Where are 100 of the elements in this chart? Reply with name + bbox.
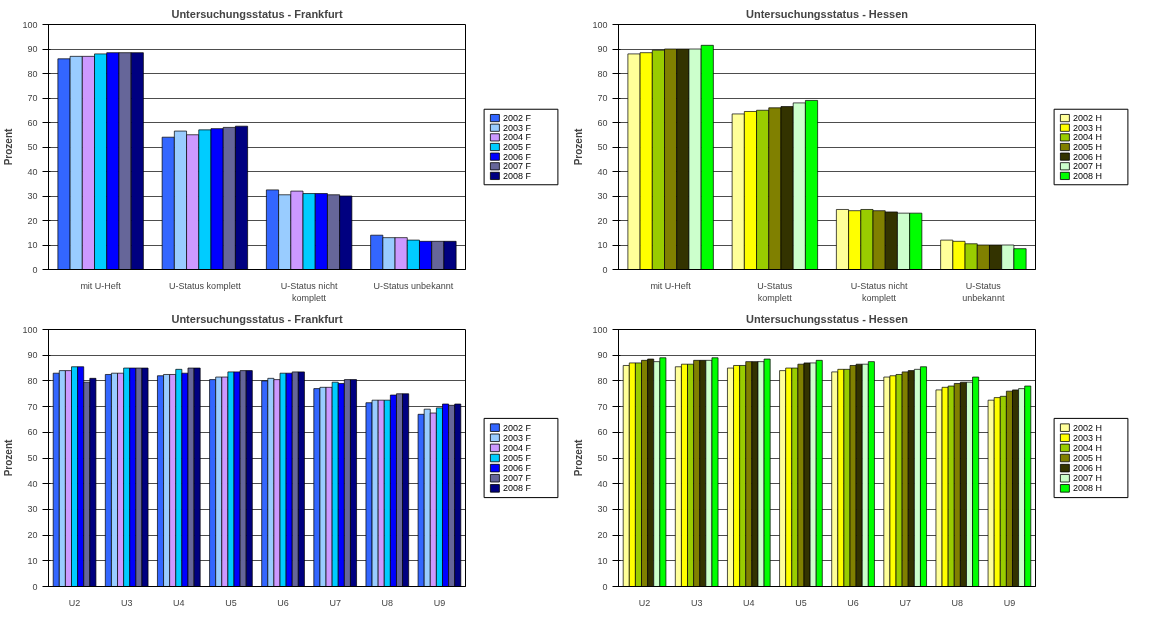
- legend-label: 2006 F: [503, 463, 532, 474]
- y-axis-title: Prozent: [573, 128, 585, 166]
- x-tick-label: U6: [847, 597, 859, 608]
- legend-label: 2004 H: [1073, 442, 1103, 453]
- y-tick-label: 20: [27, 530, 38, 541]
- legend-label: 2008 H: [1073, 170, 1103, 181]
- legend-label: 2005 F: [503, 142, 532, 152]
- y-tick-label: 0: [602, 581, 608, 592]
- y-axis-title: Prozent: [3, 128, 15, 166]
- y-tick-label: 30: [597, 191, 608, 201]
- legend-label: 2006 H: [1073, 151, 1103, 162]
- legend-label: 2004 F: [503, 132, 532, 143]
- legend-label: 2005 F: [503, 453, 532, 463]
- y-tick-label: 10: [27, 240, 38, 250]
- y-tick-label: 90: [27, 350, 38, 361]
- y-tick-label: 60: [27, 427, 38, 438]
- y-tick-label: 100: [22, 19, 38, 30]
- legend-label: 2003 F: [503, 122, 532, 133]
- y-tick-label: 30: [27, 504, 38, 515]
- y-axis-title: Prozent: [573, 439, 585, 477]
- x-tick-label: U4: [743, 597, 755, 608]
- legend-label: 2003 H: [1073, 122, 1103, 133]
- x-tick-label: U4: [173, 597, 185, 608]
- legend-label: 2006 F: [503, 151, 532, 162]
- y-tick-label: 10: [597, 240, 608, 250]
- y-tick-label: 20: [597, 530, 608, 541]
- y-tick-label: 100: [22, 324, 38, 335]
- y-tick-label: 90: [597, 350, 608, 361]
- legend-label: 2006 H: [1073, 463, 1103, 474]
- y-tick-label: 60: [597, 427, 608, 438]
- legend-label: 2002 F: [503, 113, 532, 124]
- chart-title: Untersuchungsstatus - Frankfurt: [171, 312, 343, 325]
- y-tick-label: 20: [27, 215, 38, 226]
- y-tick-label: 60: [597, 117, 608, 128]
- legend-label: 2004 H: [1073, 132, 1103, 143]
- x-tick-label: U9: [433, 597, 446, 608]
- x-tick-label: U-Status unbekannt: [373, 280, 454, 291]
- x-tick-label: U9: [1003, 597, 1016, 608]
- y-tick-label: 40: [27, 166, 38, 177]
- x-tick-label: U3: [690, 597, 703, 608]
- x-tick-label: U6: [277, 597, 289, 608]
- legend-label: 2007 F: [503, 161, 532, 172]
- x-tick-label: U8: [381, 597, 394, 608]
- y-tick-label: 10: [27, 555, 38, 566]
- legend-label: 2002 F: [503, 422, 532, 433]
- y-tick-label: 40: [597, 478, 608, 489]
- x-tick-label: mit U-Heft: [80, 280, 122, 291]
- legend-label: 2007 H: [1073, 161, 1103, 172]
- y-tick-label: 0: [602, 264, 608, 275]
- chart-title: Untersuchungsstatus - Hessen: [746, 312, 909, 325]
- x-tick-label: U7: [899, 597, 911, 608]
- legend-label: 2005 H: [1073, 142, 1103, 152]
- y-tick-label: 0: [32, 581, 38, 592]
- legend-label: 2005 H: [1073, 453, 1103, 463]
- legend-label: 2007 H: [1073, 473, 1103, 484]
- y-tick-label: 60: [27, 117, 38, 128]
- y-tick-label: 50: [27, 142, 38, 152]
- x-tick-label: U-Status komplett: [757, 280, 793, 303]
- y-tick-label: 80: [27, 375, 38, 386]
- y-tick-label: 20: [597, 215, 608, 226]
- x-tick-label: mit U-Heft: [650, 280, 692, 291]
- y-tick-label: 50: [597, 453, 608, 463]
- legend-label: 2007 F: [503, 473, 532, 484]
- y-axis-title: Prozent: [3, 439, 15, 477]
- x-tick-label: U8: [951, 597, 964, 608]
- x-tick-label: U-Status unbekannt: [962, 280, 1005, 303]
- y-tick-label: 30: [597, 504, 608, 515]
- legend-label: 2008 H: [1073, 483, 1103, 494]
- y-tick-label: 70: [27, 401, 38, 412]
- y-tick-label: 80: [597, 68, 608, 79]
- legend-label: 2008 F: [503, 170, 532, 181]
- legend-label: 2002 H: [1073, 422, 1103, 433]
- y-tick-label: 90: [597, 44, 608, 54]
- y-tick-label: 30: [27, 191, 38, 201]
- legend-label: 2004 F: [503, 442, 532, 453]
- y-tick-label: 100: [592, 324, 608, 335]
- x-tick-label: U5: [225, 597, 237, 608]
- x-tick-label: U-Status nicht komplett: [280, 280, 338, 303]
- y-tick-label: 40: [27, 478, 38, 489]
- y-tick-label: 100: [592, 19, 608, 30]
- y-tick-label: 0: [32, 264, 38, 275]
- legend-label: 2002 H: [1073, 113, 1103, 124]
- x-tick-label: U-Status komplett: [169, 280, 242, 291]
- y-tick-label: 10: [597, 555, 608, 566]
- y-tick-label: 40: [597, 166, 608, 177]
- x-tick-label: U-Status nicht komplett: [850, 280, 908, 303]
- legend-label: 2003 H: [1073, 432, 1103, 443]
- y-tick-label: 70: [597, 401, 608, 412]
- y-tick-label: 90: [27, 44, 38, 54]
- x-tick-label: U2: [68, 597, 81, 608]
- y-tick-label: 70: [597, 93, 608, 103]
- chart-title: Untersuchungsstatus - Hessen: [746, 7, 909, 20]
- x-tick-label: U3: [120, 597, 133, 608]
- x-tick-label: U7: [329, 597, 341, 608]
- y-tick-label: 80: [27, 68, 38, 79]
- y-tick-label: 50: [27, 453, 38, 463]
- chart-title: Untersuchungsstatus - Frankfurt: [171, 7, 343, 20]
- legend-label: 2008 F: [503, 483, 532, 494]
- x-tick-label: U2: [638, 597, 651, 608]
- y-tick-label: 70: [27, 93, 38, 103]
